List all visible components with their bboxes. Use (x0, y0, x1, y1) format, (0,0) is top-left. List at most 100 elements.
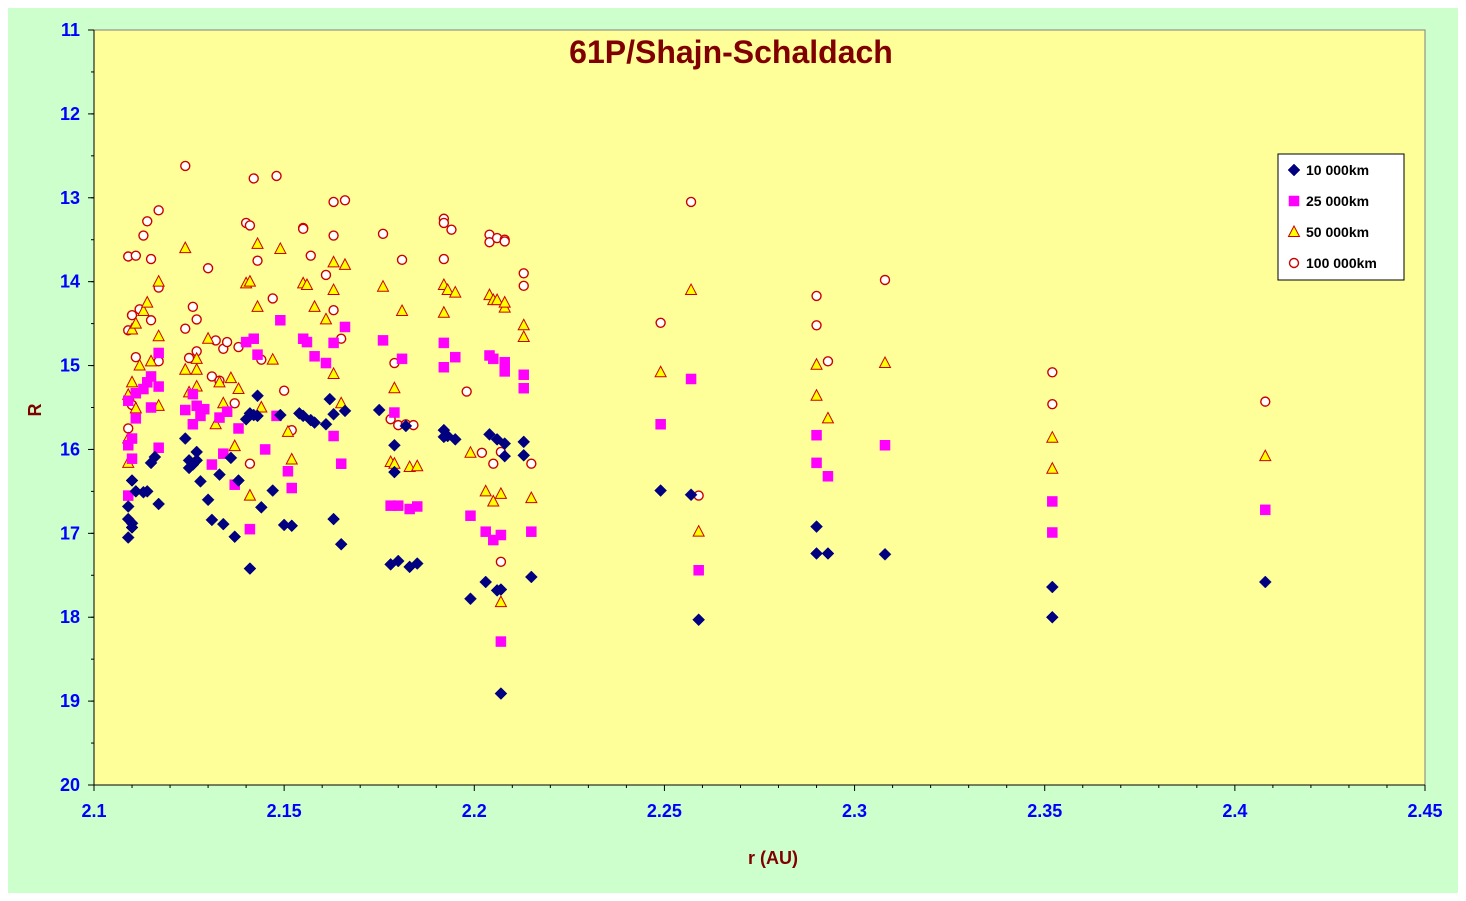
diamond-point (338, 404, 352, 418)
triangle-point (319, 312, 333, 325)
triangle-point (300, 277, 314, 291)
diamond-point (232, 474, 245, 487)
diamond-point (1045, 610, 1059, 624)
circle-point (655, 317, 666, 328)
circle-point (484, 237, 495, 248)
circle-point (145, 253, 157, 265)
circle-point (1047, 367, 1058, 378)
square-point (526, 526, 537, 537)
circle-point (187, 301, 199, 313)
square-point (122, 395, 134, 407)
triangle-point (152, 274, 165, 287)
axes-layer: 11 12 13 14 15 16 17 18 19 202.1 2.15 2.2 2.25 2.3 2.3… (60, 20, 1443, 821)
triangle-point (144, 354, 158, 367)
diamond-point (273, 408, 287, 422)
circle-point (180, 160, 191, 172)
legend-label: 50 000km (1306, 224, 1369, 240)
circle-point (130, 250, 142, 261)
diamond-point (483, 427, 496, 441)
diamond-point (498, 437, 512, 450)
diamond-point (277, 518, 291, 532)
legend-label: 10 000km (1306, 162, 1369, 178)
square-point (1047, 496, 1058, 507)
square-point (199, 403, 210, 415)
x-tick-label: 2.1 (81, 801, 106, 821)
square-point (309, 351, 320, 362)
circle-point (822, 356, 834, 367)
circle-point (297, 223, 309, 235)
square-point (153, 442, 164, 454)
triangle-point (125, 322, 139, 335)
triangle-point (129, 316, 143, 329)
diamond-point (810, 547, 823, 560)
legend-label: 100 000km (1306, 255, 1377, 271)
square-point (214, 412, 225, 423)
triangle-point (209, 417, 223, 430)
triangle-point (327, 366, 340, 379)
circle-point (252, 255, 263, 266)
diamond-point (228, 530, 242, 544)
triangle-point (410, 459, 424, 472)
square-point (145, 371, 157, 382)
circle-point (377, 228, 389, 240)
diamond-point (148, 450, 162, 464)
diamond-point (517, 448, 531, 462)
diamond-point (388, 465, 401, 479)
circle-point (145, 315, 157, 326)
diamond-point (194, 474, 207, 488)
y-tick-label: 17 (60, 523, 80, 543)
square-point (495, 636, 507, 647)
triangle-point (395, 303, 409, 317)
triangle-point (692, 524, 705, 537)
y-tick-label: 14 (60, 272, 80, 292)
plot-area (93, 29, 1426, 786)
triangle-point (821, 411, 835, 424)
triangle-point (228, 439, 242, 452)
diamond-point (216, 517, 230, 531)
triangle-point (654, 365, 667, 378)
diamond-point (524, 570, 538, 584)
diamond-point (266, 484, 280, 497)
diamond-point (125, 516, 139, 530)
triangle-point (1045, 461, 1059, 474)
triangle-point (327, 282, 340, 296)
square-point (153, 347, 164, 359)
diamond-point (224, 451, 238, 465)
triangle-point (437, 305, 451, 318)
triangle-point (684, 282, 698, 296)
diamond-point (251, 409, 264, 423)
x-tick-label: 2.35 (1027, 801, 1062, 821)
diamond-point (251, 389, 264, 403)
triangle-point (486, 494, 500, 507)
y-tick-label: 13 (60, 188, 80, 208)
diamond-point (878, 547, 892, 561)
y-tick-label: 16 (60, 439, 80, 459)
x-tick-label: 2.25 (647, 801, 682, 821)
square-point (335, 458, 347, 469)
diamond-point (327, 407, 340, 421)
y-tick-label: 11 (61, 20, 80, 40)
circle-point (811, 320, 822, 331)
triangle-point (251, 299, 264, 312)
triangle-point (178, 362, 192, 375)
triangle-point (1045, 430, 1059, 443)
circle-point (130, 351, 142, 363)
triangle-point (490, 293, 504, 306)
square-point (438, 361, 450, 373)
diamond-point (1045, 580, 1059, 594)
circle-point (206, 371, 218, 382)
x-tick-label: 2.4 (1222, 801, 1247, 821)
triangle-point (494, 595, 508, 608)
diamond-point (125, 474, 139, 487)
square-point (1047, 527, 1058, 538)
circle-point (221, 336, 233, 348)
square-point (126, 433, 138, 444)
diamond-point (684, 488, 698, 502)
diamond-point (494, 583, 508, 596)
square-point (499, 366, 510, 377)
diamond-point (494, 687, 508, 700)
diamond-point (448, 433, 462, 446)
square-point (1260, 504, 1271, 516)
triangle-point (464, 445, 477, 458)
circle-point (1260, 396, 1271, 407)
